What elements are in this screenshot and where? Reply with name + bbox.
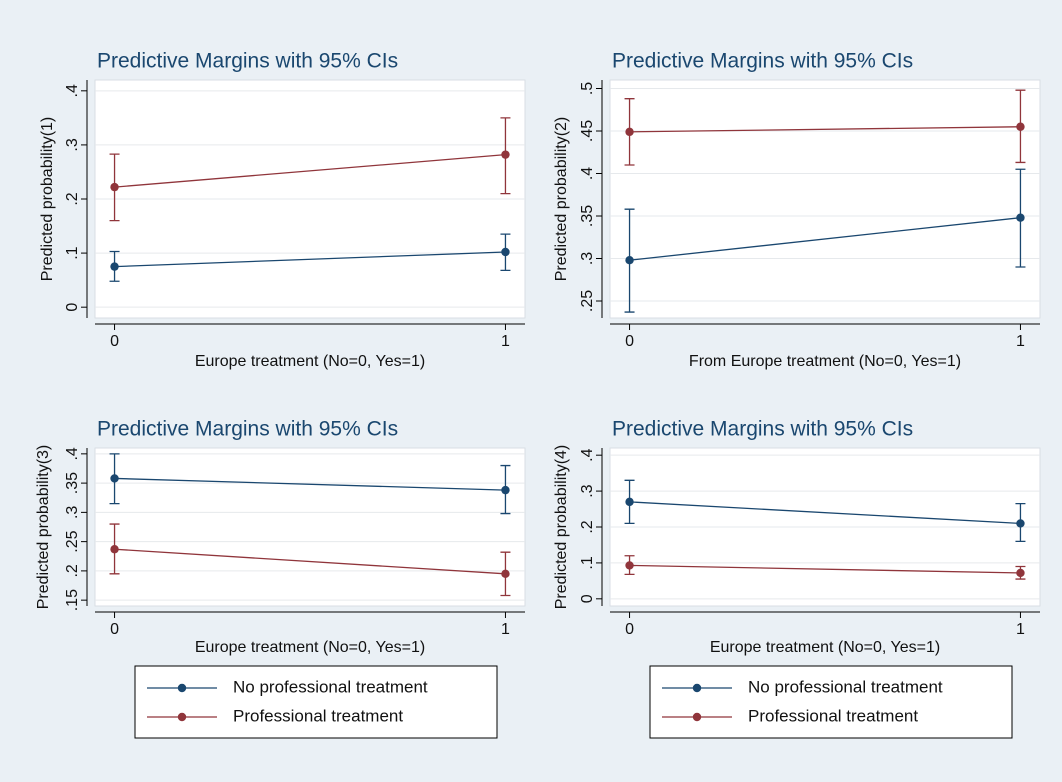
data-point (625, 256, 634, 265)
x-tick-label: 0 (625, 333, 634, 350)
legend-label: No professional treatment (748, 677, 943, 696)
legend-label: Professional treatment (748, 706, 918, 725)
data-point (501, 150, 510, 159)
y-tick-label: .45 (579, 120, 596, 142)
legend-label: No professional treatment (233, 677, 428, 696)
y-tick-label: .3 (64, 138, 81, 151)
data-point (1016, 519, 1025, 528)
series-line (629, 126, 1021, 133)
x-axis-label: Europe treatment (No=0, Yes=1) (195, 353, 425, 370)
legend-box (649, 665, 1013, 739)
y-tick-label: .4 (579, 167, 596, 180)
legend-marker (177, 712, 187, 722)
x-tick-label: 1 (501, 333, 510, 350)
series-line (629, 217, 1021, 261)
y-axis-label: Predicted probability(4) (553, 445, 570, 610)
x-tick-label: 0 (110, 621, 119, 638)
y-tick-label: .1 (579, 556, 596, 569)
panel: Predictive Margins with 95% CIs Predicted… (35, 418, 526, 739)
x-axis-label: Europe treatment (No=0, Yes=1) (710, 639, 940, 656)
y-tick-label: .25 (579, 290, 596, 312)
x-tick-label: 0 (110, 333, 119, 350)
y-tick-label: .2 (64, 192, 81, 205)
data-point (110, 474, 119, 483)
x-tick-label: 1 (1016, 333, 1025, 350)
data-point (501, 485, 510, 495)
series-line (629, 501, 1021, 525)
y-tick-label: .4 (64, 84, 81, 97)
data-point (110, 262, 119, 271)
legend-marker (177, 683, 187, 693)
y-tick-label: .2 (579, 520, 596, 533)
y-tick-label: .15 (64, 589, 81, 611)
chart-title: Predictive Margins with 95% CIs (97, 418, 398, 441)
data-point (625, 561, 634, 570)
data-point (501, 247, 510, 257)
series-line (114, 153, 506, 188)
series-line (114, 251, 506, 268)
x-axis-label: From Europe treatment (No=0, Yes=1) (689, 353, 961, 370)
data-point (625, 497, 634, 507)
y-tick-label: .3 (579, 484, 596, 497)
legend-box (134, 665, 498, 739)
panel: Predictive Margins with 95% CIs Predicted… (39, 50, 526, 370)
y-tick-label: 0 (579, 594, 596, 603)
y-tick-label: .35 (64, 472, 81, 494)
data-point (501, 569, 510, 579)
x-tick-label: 0 (625, 621, 634, 638)
y-axis-label: Predicted probability(1) (39, 117, 56, 282)
chart-title: Predictive Margins with 95% CIs (612, 418, 913, 441)
y-tick-label: .2 (64, 564, 81, 577)
x-tick-label: 1 (1016, 621, 1025, 638)
chart-title: Predictive Margins with 95% CIs (612, 50, 913, 73)
legend-marker (692, 712, 702, 722)
series-line (114, 477, 506, 491)
y-tick-label: 0 (64, 303, 81, 312)
legend-label: Professional treatment (233, 706, 403, 725)
data-point (625, 127, 634, 137)
y-tick-label: .25 (64, 530, 81, 552)
x-tick-label: 1 (501, 621, 510, 638)
panel: Predictive Margins with 95% CIs Predicted… (553, 50, 1041, 370)
plot-area (609, 79, 1041, 319)
data-point (110, 545, 119, 554)
series-line (114, 548, 506, 575)
data-point (1016, 568, 1025, 578)
y-tick-label: .4 (64, 447, 81, 460)
y-tick-label: .5 (579, 82, 596, 95)
legend-marker (692, 683, 702, 693)
y-tick-label: .1 (64, 246, 81, 259)
x-axis-label: Europe treatment (No=0, Yes=1) (195, 639, 425, 656)
plot-area (94, 447, 526, 607)
y-axis-label: Predicted probability(3) (35, 445, 52, 610)
chart-title: Predictive Margins with 95% CIs (97, 50, 398, 73)
panel: Predictive Margins with 95% CIs Predicted… (553, 418, 1041, 739)
data-point (110, 182, 119, 192)
y-axis-label: Predicted probability(2) (553, 117, 570, 282)
y-tick-label: .3 (579, 252, 596, 265)
y-tick-label: .3 (64, 506, 81, 519)
data-point (1016, 122, 1025, 131)
y-tick-label: .35 (579, 205, 596, 227)
data-point (1016, 213, 1025, 222)
series-line (629, 564, 1021, 574)
y-tick-label: .4 (579, 448, 596, 461)
